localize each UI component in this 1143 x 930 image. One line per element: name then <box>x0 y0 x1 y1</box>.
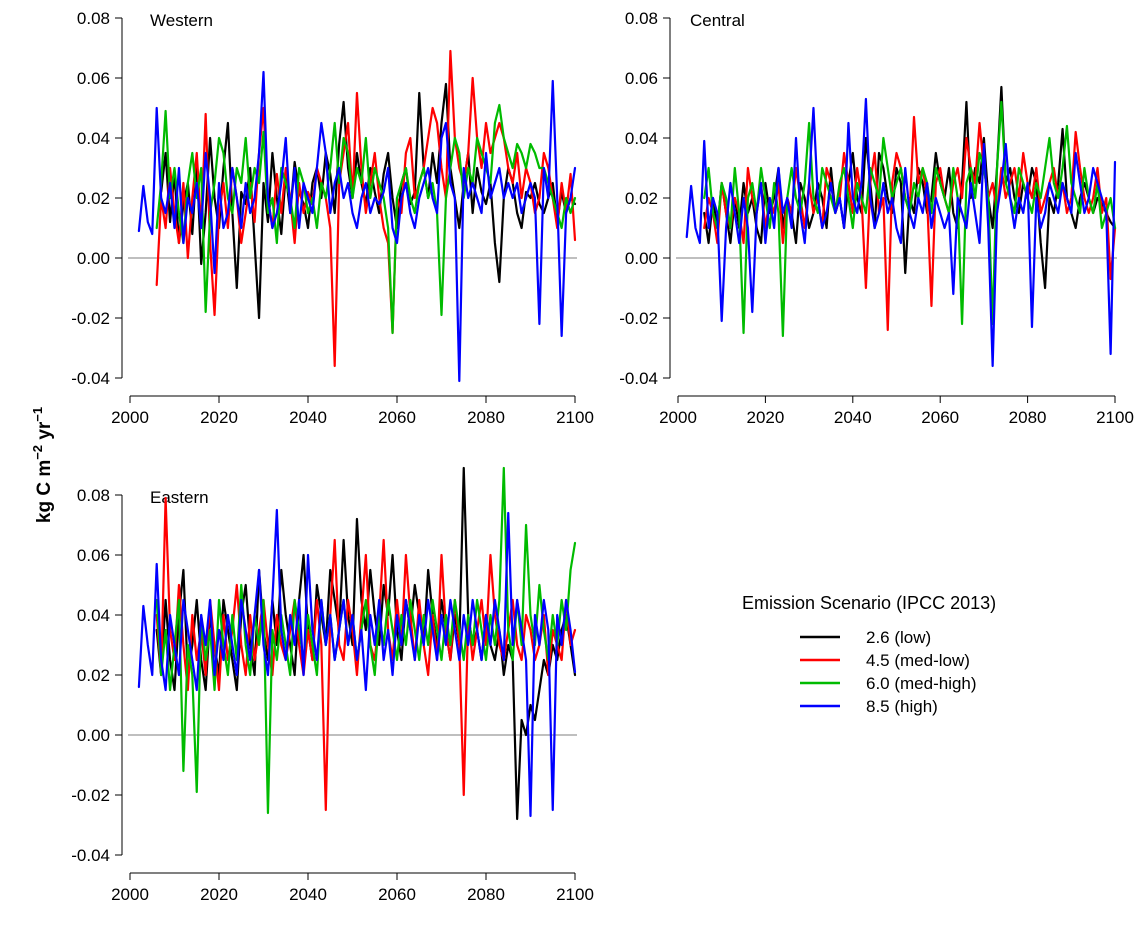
x-tick-label: 2040 <box>289 408 327 427</box>
x-tick-label: 2080 <box>467 885 505 904</box>
panel-title: Central <box>690 11 745 30</box>
x-tick-label: 2020 <box>200 408 238 427</box>
y-tick-label: 0.04 <box>77 129 110 148</box>
y-axis-label-base: kg C m <box>34 460 55 523</box>
y-tick-label: -0.04 <box>71 369 110 388</box>
y-axis-label-exp1: −2 <box>30 445 45 460</box>
x-tick-label: 2040 <box>289 885 327 904</box>
legend-label-8-5-high: 8.5 (high) <box>866 697 938 716</box>
y-tick-label: 0.08 <box>77 9 110 28</box>
x-tick-label: 2100 <box>556 885 594 904</box>
series-line-6-0-med-high <box>155 103 577 335</box>
y-tick-label: -0.04 <box>619 369 658 388</box>
legend-label-4-5-med-low: 4.5 (med-low) <box>866 651 970 670</box>
y-tick-label: 0.00 <box>77 249 110 268</box>
y-tick-label: 0.00 <box>77 726 110 745</box>
x-tick-label: 2060 <box>921 408 959 427</box>
x-tick-label: 2000 <box>111 408 149 427</box>
x-tick-label: 2060 <box>378 408 416 427</box>
panel-central: Central -0.04 -0.02 0.00 0.02 0.04 0.06 0.08 200… <box>619 9 1134 427</box>
svg-text:kg C m−2 yr−1: kg C m−2 yr−1 <box>30 407 55 523</box>
x-tick-label: 2000 <box>659 408 697 427</box>
y-tick-label: 0.06 <box>77 546 110 565</box>
panel-title: Eastern <box>150 488 209 507</box>
y-tick-label: 0.06 <box>77 69 110 88</box>
y-tick-label: 0.08 <box>625 9 658 28</box>
series-line-4-5-med-low <box>155 49 577 368</box>
y-tick-label: 0.02 <box>77 189 110 208</box>
series-line-4-5-med-low <box>703 115 1117 332</box>
y-axis-label: kg C m−2 yr−1 <box>30 407 55 523</box>
legend-title: Emission Scenario (IPCC 2013) <box>742 593 996 613</box>
series-line-6-0-med-high <box>155 466 577 815</box>
y-tick-label: 0.08 <box>77 486 110 505</box>
y-axis-label-exp2: −1 <box>30 407 45 422</box>
series-line-2-6-low <box>160 82 577 320</box>
y-tick-label: -0.02 <box>71 309 110 328</box>
x-tick-label: 2080 <box>1009 408 1047 427</box>
panel-title: Western <box>150 11 213 30</box>
y-tick-label: 0.02 <box>625 189 658 208</box>
y-axis-label-mid: yr <box>34 421 55 445</box>
y-tick-label: 0.04 <box>625 129 658 148</box>
y-tick-label: 0.06 <box>625 69 658 88</box>
panel-western: Western -0.04 -0.02 0.00 0.02 0.04 0.06 0.08 200… <box>71 9 594 427</box>
legend-items: 2.6 (low) 4.5 (med-low) 6.0 (med-high) 8.5 … <box>800 628 977 716</box>
y-tick-label: 0.04 <box>77 606 110 625</box>
legend-label-2-6-low: 2.6 (low) <box>866 628 931 647</box>
y-tick-label: 0.02 <box>77 666 110 685</box>
x-tick-label: 2100 <box>1096 408 1134 427</box>
x-tick-label: 2040 <box>834 408 872 427</box>
series-line-8-5-high <box>685 97 1117 368</box>
y-tick-label: -0.02 <box>619 309 658 328</box>
y-tick-label: 0.00 <box>625 249 658 268</box>
series-line-8-5-high <box>137 70 577 383</box>
x-tick-label: 2100 <box>556 408 594 427</box>
legend: Emission Scenario (IPCC 2013) 2.6 (low) 4… <box>742 593 996 716</box>
series-line-8-5-high <box>137 508 577 818</box>
x-tick-label: 2060 <box>378 885 416 904</box>
x-tick-label: 2000 <box>111 885 149 904</box>
y-tick-label: -0.02 <box>71 786 110 805</box>
series-line-4-5-med-low <box>155 496 577 812</box>
panel-eastern: Eastern -0.04 -0.02 0.00 0.02 0.04 0.06 0.08 200… <box>71 466 594 904</box>
x-tick-label: 2020 <box>200 885 238 904</box>
legend-label-6-0-med-high: 6.0 (med-high) <box>866 674 977 693</box>
y-tick-label: -0.04 <box>71 846 110 865</box>
x-tick-label: 2080 <box>467 408 505 427</box>
x-tick-label: 2020 <box>746 408 784 427</box>
